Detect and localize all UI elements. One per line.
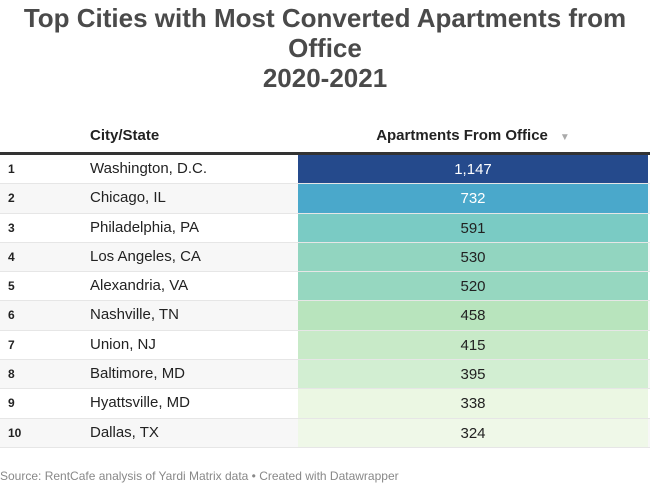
city-cell: Philadelphia, PA xyxy=(90,218,199,236)
value-cell: 591 xyxy=(298,213,648,242)
chart-title: Top Cities with Most Converted Apartment… xyxy=(23,3,627,93)
column-header-apartments-label: Apartments From Office xyxy=(376,127,548,144)
rank: 5 xyxy=(8,279,15,294)
table-row: 7 Union, NJ 415 xyxy=(0,330,650,361)
rank: 1 xyxy=(8,162,15,176)
value-cell: 520 xyxy=(298,272,648,301)
column-header-apartments[interactable]: Apartments From Office ▼ xyxy=(298,127,648,144)
rank: 7 xyxy=(8,337,15,352)
table-row: 9 Hyattsville, MD 338 xyxy=(0,389,650,419)
rank: 9 xyxy=(8,396,15,411)
value-cell: 415 xyxy=(298,330,648,360)
table-row: 6 Nashville, TN 458 xyxy=(0,301,650,331)
value-cell: 1,147 xyxy=(298,155,648,184)
city-cell: Baltimore, MD xyxy=(90,365,186,383)
rank: 8 xyxy=(8,367,15,382)
city-cell: Nashville, TN xyxy=(90,306,179,324)
city-cell: Washington, D.C. xyxy=(90,160,207,177)
city-cell: Chicago, IL xyxy=(90,189,166,207)
rank: 4 xyxy=(8,249,15,264)
column-header-city[interactable]: City/State xyxy=(90,127,160,144)
table-row: 10 Dallas, TX 324 xyxy=(0,418,650,448)
table-row: 1 Washington, D.C. 1,147 xyxy=(0,155,650,185)
source-note: Source: RentCafe analysis of Yardi Matri… xyxy=(0,469,399,483)
city-cell: Los Angeles, CA xyxy=(90,247,201,265)
city-cell: Dallas, TX xyxy=(90,423,159,441)
table-body: 1 Washington, D.C. 1,147 2 Chicago, IL 73… xyxy=(0,155,650,448)
rank: 10 xyxy=(8,425,22,440)
rank: 3 xyxy=(8,220,15,235)
rank: 2 xyxy=(8,191,15,206)
table-row: 3 Philadelphia, PA 591 xyxy=(0,213,650,243)
table-header: City/State Apartments From Office ▼ xyxy=(0,124,650,155)
city-cell: Union, NJ xyxy=(90,335,156,353)
value-cell: 530 xyxy=(298,242,648,272)
city-cell: Alexandria, VA xyxy=(90,277,189,295)
table-row: 5 Alexandria, VA 520 xyxy=(0,272,650,302)
table-row: 8 Baltimore, MD 395 xyxy=(0,360,650,390)
city-cell: Hyattsville, MD xyxy=(90,394,191,412)
value-cell: 324 xyxy=(298,418,648,447)
rank: 6 xyxy=(8,308,15,323)
value-cell: 338 xyxy=(298,389,648,418)
sort-down-icon[interactable]: ▼ xyxy=(559,132,570,143)
table-row: 4 Los Angeles, CA 530 xyxy=(0,242,650,273)
value-cell: 458 xyxy=(298,301,648,330)
value-cell: 732 xyxy=(298,184,648,213)
value-cell: 395 xyxy=(298,360,648,389)
table-row: 2 Chicago, IL 732 xyxy=(0,184,650,214)
